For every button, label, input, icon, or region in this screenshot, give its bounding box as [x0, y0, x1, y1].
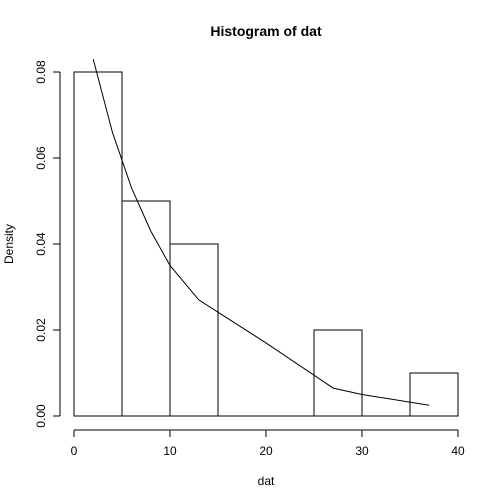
histogram-bar-2 [169, 243, 219, 417]
histogram-bars [73, 71, 459, 417]
x-tick-label: 40 [451, 444, 465, 458]
histogram-bar-1 [121, 200, 171, 417]
density-curve-layer [92, 58, 430, 406]
chart-title: Histogram of dat [210, 23, 322, 39]
y-axis: 0.00 0.02 0.04 0.06 0.08 [34, 60, 61, 428]
x-tick-label: 10 [163, 444, 177, 458]
histogram-bar-7 [409, 372, 459, 417]
y-tick-label: 0.06 [34, 146, 48, 170]
density-curve [92, 58, 430, 406]
x-axis-label: dat [258, 474, 275, 488]
y-axis-label: Density [2, 224, 16, 264]
x-tick-label: 0 [71, 444, 78, 458]
histogram-bar-5 [313, 329, 363, 417]
y-tick-label: 0.00 [34, 404, 48, 428]
y-tick-label: 0.08 [34, 60, 48, 84]
histogram-bar-0 [73, 71, 123, 417]
x-tick-label: 30 [355, 444, 369, 458]
y-tick-label: 0.04 [34, 232, 48, 256]
x-axis: 0 10 20 30 40 [71, 429, 465, 458]
x-tick-label: 20 [259, 444, 273, 458]
y-tick-label: 0.02 [34, 318, 48, 342]
